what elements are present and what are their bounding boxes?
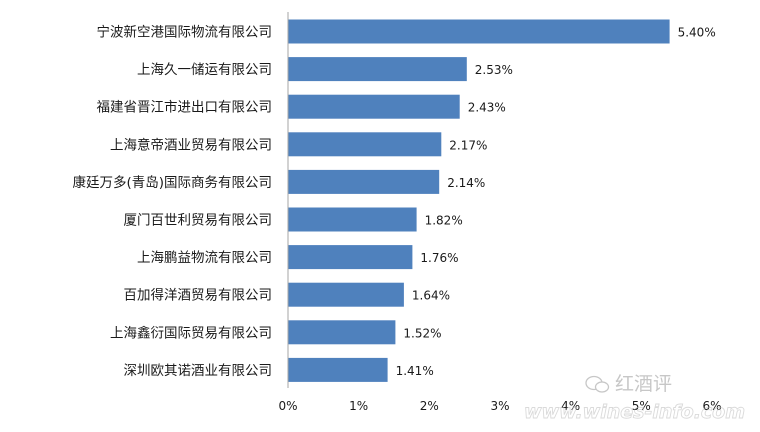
- value-label: 1.41%: [396, 364, 434, 378]
- bars-layer: [288, 19, 670, 382]
- category-label: 上海意帝酒业贸易有限公司: [110, 136, 272, 153]
- value-label: 1.76%: [420, 251, 458, 265]
- x-tick-label: 5%: [632, 399, 651, 413]
- category-label: 康廷万多(青岛)国际商务有限公司: [72, 174, 272, 191]
- category-label: 福建省晋江市进出口有限公司: [97, 99, 273, 116]
- value-label: 2.14%: [447, 176, 485, 190]
- category-labels: 宁波新空港国际物流有限公司上海久一储运有限公司福建省晋江市进出口有限公司上海意帝…: [72, 24, 272, 379]
- value-label: 2.53%: [475, 63, 513, 77]
- category-label: 上海鹏益物流有限公司: [137, 250, 272, 266]
- category-label: 深圳欧其诺酒业有限公司: [124, 363, 273, 379]
- category-label: 百加得洋酒贸易有限公司: [124, 287, 273, 304]
- bar: [288, 320, 396, 345]
- x-tick-label: 4%: [561, 399, 580, 413]
- category-label: 上海鑫衍国际贸易有限公司: [110, 324, 272, 341]
- category-label: 厦门百世利贸易有限公司: [124, 213, 273, 229]
- x-tick-labels: 0% 1% 2% 3% 4% 5% 6%: [278, 399, 721, 413]
- bar: [288, 282, 404, 307]
- watermark-url: www.wines-info.com: [524, 401, 745, 423]
- x-tick-label: 6%: [702, 399, 721, 413]
- wechat-icon: [585, 375, 610, 393]
- bar: [288, 19, 670, 44]
- x-tick-label: 3%: [490, 399, 509, 413]
- watermark-brand: 红酒评: [615, 373, 672, 395]
- category-label: 宁波新空港国际物流有限公司: [97, 24, 273, 41]
- x-tick-label: 1%: [349, 399, 368, 413]
- value-labels: 5.40% 2.53% 2.43% 2.17% 2.14% 1.82% 1.76% 1.64%…: [396, 26, 716, 378]
- value-label: 1.64%: [412, 289, 450, 303]
- value-label: 2.17%: [449, 138, 487, 152]
- bar: [288, 94, 460, 119]
- watermark: 红酒评 www.wines-info.com: [524, 373, 746, 423]
- value-label: 5.40%: [678, 26, 716, 40]
- category-label: 上海久一储运有限公司: [137, 62, 272, 78]
- bar: [288, 357, 388, 382]
- value-label: 2.43%: [468, 101, 506, 115]
- bar: [288, 57, 467, 82]
- bar: [288, 132, 442, 157]
- x-tick-label: 0%: [278, 399, 297, 413]
- x-tick-label: 2%: [420, 399, 439, 413]
- bar: [288, 245, 413, 270]
- value-label: 1.82%: [425, 214, 463, 228]
- bar: [288, 169, 440, 194]
- bar: [288, 207, 417, 232]
- value-label: 1.52%: [403, 326, 441, 340]
